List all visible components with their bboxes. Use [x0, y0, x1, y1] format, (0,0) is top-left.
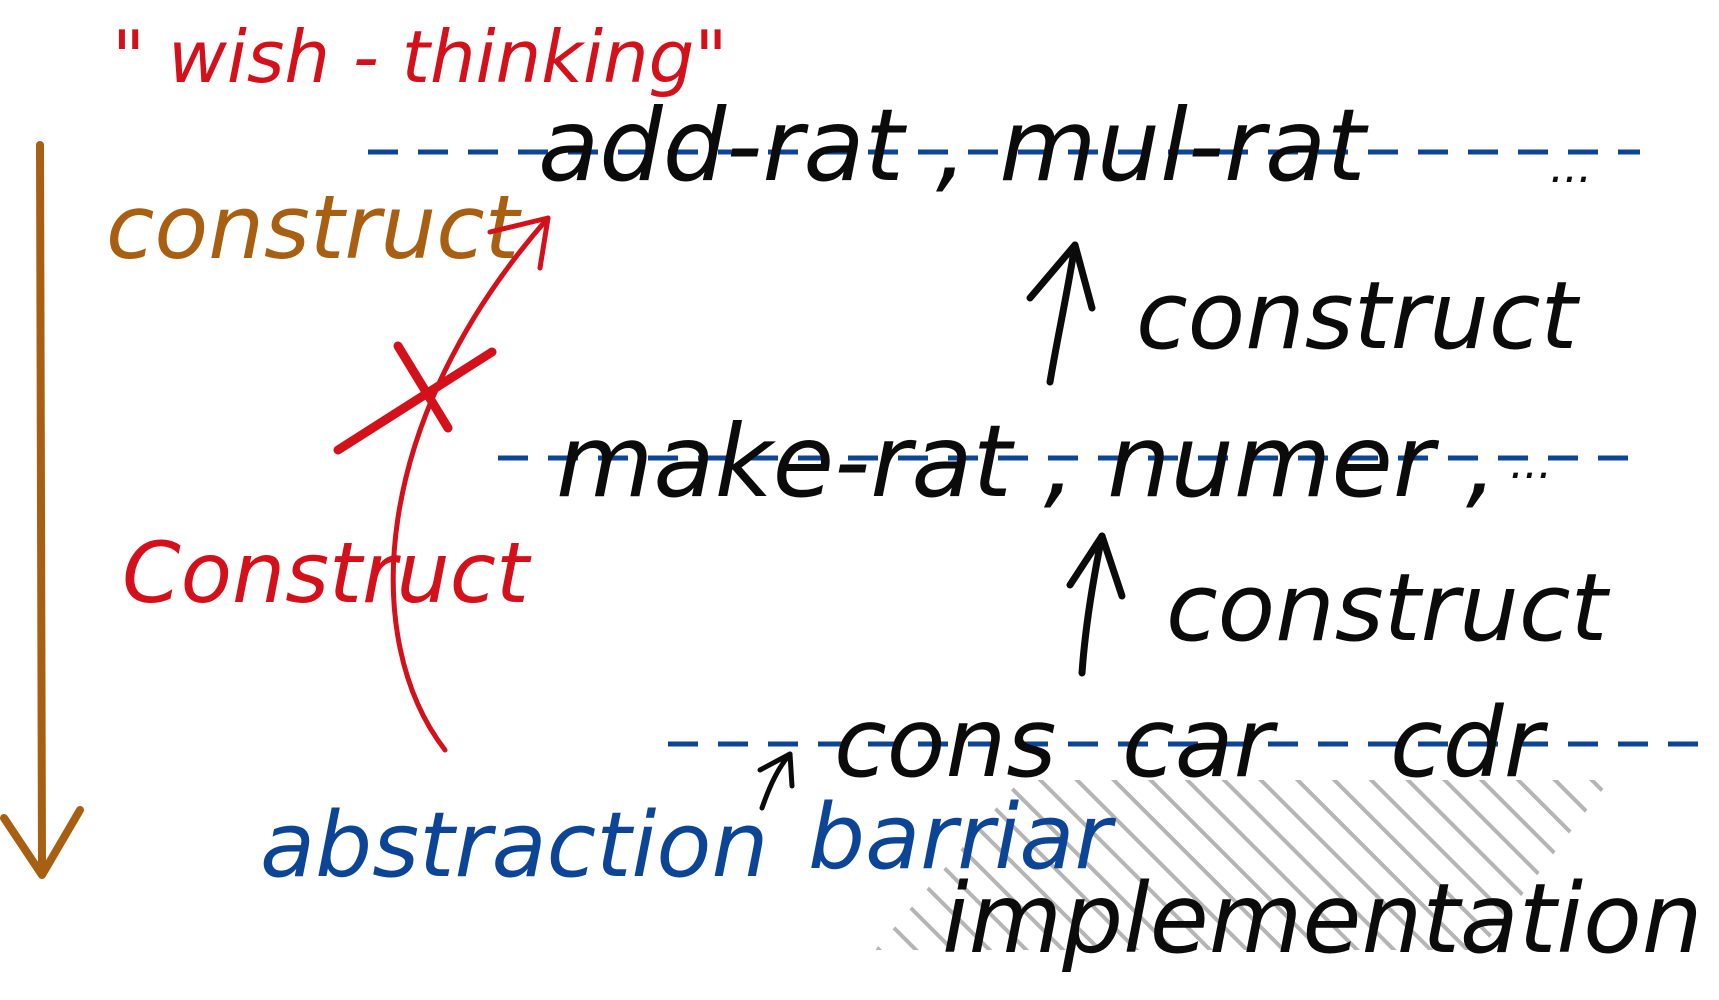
construct-lower-label: construct [1166, 554, 1611, 663]
bottom-layer-car: car [1122, 687, 1279, 799]
arrow-up-icon [1066, 532, 1126, 677]
arrow-up-icon [1026, 241, 1096, 386]
implementation-label: implementation [942, 863, 1703, 975]
construct-brown-label: construct [106, 176, 523, 279]
barrier-label: barriar [808, 785, 1116, 890]
curved-arrow-icon [390, 215, 551, 753]
arrow-up-icon [757, 751, 795, 811]
arrow-down-icon [0, 141, 84, 879]
implementation-hatching [875, 780, 1610, 950]
construct-red-label: Construct [122, 524, 532, 622]
x-cross-icon [333, 341, 497, 455]
wish-thinking-label: " wish - thinking" [112, 15, 727, 99]
bottom-layer-cons: cons [834, 687, 1056, 799]
middle-layer-procedures: make-rat , numer , [556, 403, 1498, 520]
top-layer-ellipsis: ... [1550, 142, 1592, 193]
abstraction-label: abstraction [260, 793, 769, 898]
top-layer-procedures: add-rat , mul-rat [538, 87, 1369, 204]
middle-layer-ellipsis: ... [1510, 438, 1552, 489]
bottom-layer-cdr: cdr [1390, 687, 1549, 799]
construct-upper-label: construct [1136, 262, 1581, 371]
